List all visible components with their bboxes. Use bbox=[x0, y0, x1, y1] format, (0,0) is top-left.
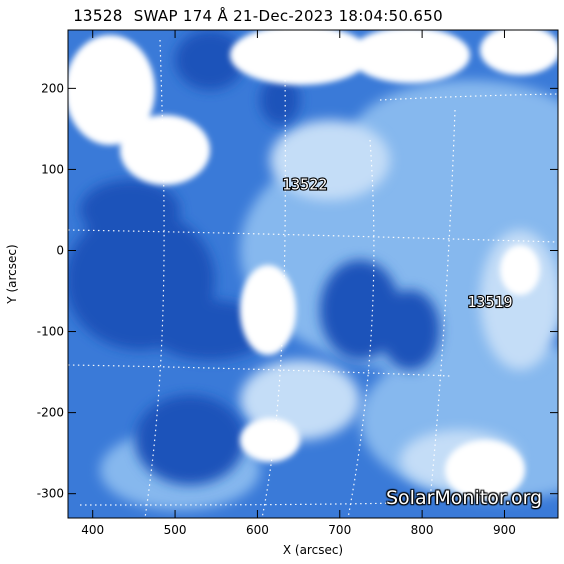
x-tick-label: 400 bbox=[81, 523, 104, 537]
active-region-labels: 13522 13519 bbox=[281, 175, 514, 313]
x-axis: 400 500 600 700 800 900 bbox=[81, 30, 516, 537]
y-tick-label: 0 bbox=[56, 243, 64, 257]
x-tick-label: 600 bbox=[246, 523, 269, 537]
y-tick-label: 200 bbox=[41, 81, 64, 95]
watermark-logo: SolarMonitor.org bbox=[386, 487, 543, 509]
plot-frame bbox=[67, 29, 559, 519]
emission-layer-dark bbox=[68, 30, 440, 485]
bright-loops bbox=[68, 30, 558, 500]
y-axis: 200 100 0 -100 -200 -300 bbox=[37, 81, 558, 501]
plot-title: 13528 SWAP 174 Å 21-Dec-2023 18:04:50.65… bbox=[73, 6, 443, 28]
x-axis-title: X (arcsec) bbox=[283, 543, 343, 557]
coordinate-grid bbox=[68, 30, 558, 518]
y-tick-label: -300 bbox=[37, 487, 64, 501]
x-tick-label: 900 bbox=[493, 523, 516, 537]
solar-image bbox=[68, 30, 558, 518]
y-tick-label: 100 bbox=[41, 162, 64, 176]
y-axis-title: Y (arcsec) bbox=[5, 244, 19, 304]
x-tick-label: 500 bbox=[164, 523, 187, 537]
active-region-label: 13519 bbox=[467, 293, 512, 311]
title-text: SWAP 174 Å 21-Dec-2023 18:04:50.650 bbox=[133, 7, 443, 25]
y-tick-label: -100 bbox=[37, 325, 64, 339]
y-tick-label: -200 bbox=[37, 406, 64, 420]
active-region-label: 13522 bbox=[282, 176, 327, 194]
x-tick-label: 800 bbox=[411, 523, 434, 537]
title-region-number: 13528 bbox=[73, 6, 123, 25]
x-tick-label: 700 bbox=[328, 523, 351, 537]
